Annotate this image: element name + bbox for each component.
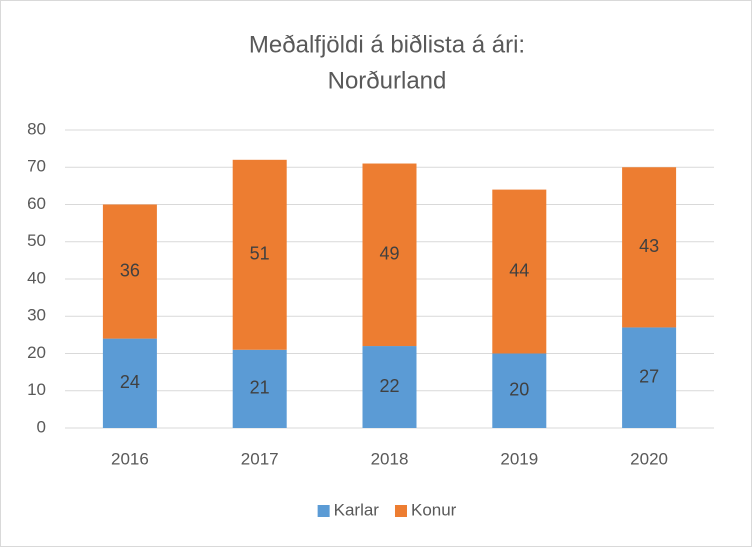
y-tick-label: 0 [37, 417, 46, 436]
bar-segment [232, 159, 287, 350]
y-tick-label: 40 [27, 268, 46, 287]
x-tick-label: 2017 [241, 449, 279, 468]
bar-segment [492, 189, 547, 354]
bar-segment [362, 346, 417, 428]
legend-label: Karlar [334, 500, 380, 519]
x-tick-label: 2016 [111, 449, 149, 468]
y-tick-label: 70 [27, 157, 46, 176]
x-tick-label: 2020 [630, 449, 668, 468]
y-tick-label: 20 [27, 343, 46, 362]
data-label: 24 [120, 372, 140, 392]
data-label: 36 [120, 260, 140, 280]
bar-segment [102, 338, 157, 428]
data-label: 44 [509, 260, 529, 280]
bar-segment [492, 353, 547, 428]
y-tick-label: 10 [27, 380, 46, 399]
bar-segment [622, 167, 677, 328]
data-label: 51 [250, 244, 270, 264]
data-label: 21 [250, 378, 270, 398]
data-label: 27 [639, 366, 659, 386]
bar-segment [362, 163, 417, 347]
chart-title: Norðurland [328, 67, 447, 94]
bar-segment [102, 204, 157, 339]
data-label: 43 [639, 236, 659, 256]
y-tick-label: 30 [27, 306, 46, 325]
x-tick-label: 2019 [500, 449, 538, 468]
chart-title: Meðalfjöldi á biðlista á ári: [249, 31, 525, 58]
legend-label: Konur [411, 500, 457, 519]
y-tick-label: 80 [27, 119, 46, 138]
legend-swatch [317, 505, 330, 517]
data-label: 22 [379, 376, 399, 396]
bar-segment [622, 327, 677, 428]
legend-swatch [394, 505, 407, 517]
data-label: 49 [379, 244, 399, 264]
y-tick-label: 60 [27, 194, 46, 213]
x-tick-label: 2018 [371, 449, 409, 468]
y-tick-label: 50 [27, 231, 46, 250]
data-label: 20 [509, 380, 529, 400]
bar-segment [232, 349, 287, 428]
